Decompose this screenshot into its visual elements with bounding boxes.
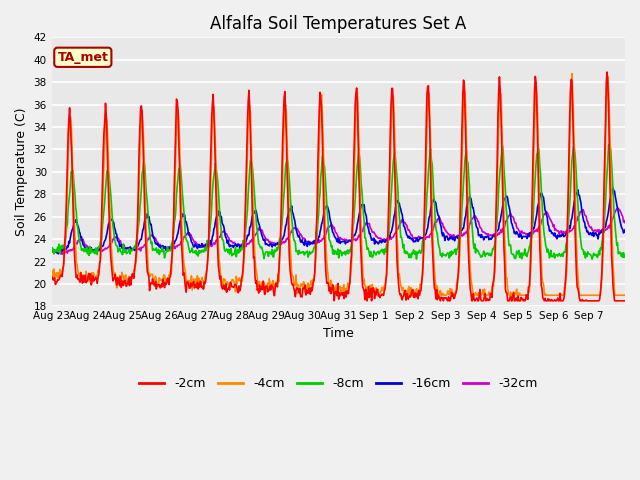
-32cm [614,205,621,211]
-8cm [221,247,228,252]
-32cm [621,220,629,226]
-8cm [605,142,612,147]
Line: -16cm: -16cm [52,188,625,254]
Line: -8cm: -8cm [52,144,625,259]
-4cm [568,71,576,76]
-2cm [221,283,228,288]
-2cm [364,298,371,304]
-4cm [221,277,228,283]
-8cm [621,253,629,259]
Legend: -2cm, -4cm, -8cm, -16cm, -32cm: -2cm, -4cm, -8cm, -16cm, -32cm [134,372,543,395]
Line: -4cm: -4cm [52,73,625,295]
-16cm [54,251,62,257]
-8cm [271,247,278,253]
-8cm [249,168,257,174]
-2cm [271,293,278,299]
-16cm [399,212,406,217]
-2cm [249,228,257,234]
-16cm [48,247,56,253]
-2cm [431,285,438,291]
Y-axis label: Soil Temperature (C): Soil Temperature (C) [15,108,28,236]
-8cm [48,249,56,255]
-2cm [604,69,611,75]
-16cm [609,185,617,191]
-4cm [115,277,123,283]
-2cm [621,298,629,304]
-2cm [48,276,56,282]
-32cm [399,219,406,225]
-8cm [430,191,438,197]
Line: -2cm: -2cm [52,72,625,301]
-8cm [397,234,405,240]
-16cm [431,199,438,204]
-16cm [116,244,124,250]
X-axis label: Time: Time [323,327,354,340]
-32cm [116,239,124,244]
-2cm [399,297,406,303]
-16cm [250,209,257,215]
Title: Alfalfa Soil Temperatures Set A: Alfalfa Soil Temperatures Set A [210,15,467,33]
-32cm [48,245,56,251]
-4cm [621,292,629,298]
-32cm [250,236,257,242]
-16cm [271,243,279,249]
-16cm [621,227,629,233]
Line: -32cm: -32cm [52,208,625,254]
-4cm [330,292,338,298]
-32cm [221,230,229,236]
-8cm [588,256,596,262]
-4cm [431,265,438,271]
-4cm [399,288,406,293]
-2cm [115,281,123,287]
-32cm [431,221,438,227]
-4cm [249,192,257,197]
-8cm [115,247,123,252]
-4cm [271,283,278,289]
-4cm [48,269,56,275]
-32cm [58,252,66,257]
-16cm [221,232,229,238]
-32cm [271,242,279,248]
Text: TA_met: TA_met [58,51,108,64]
